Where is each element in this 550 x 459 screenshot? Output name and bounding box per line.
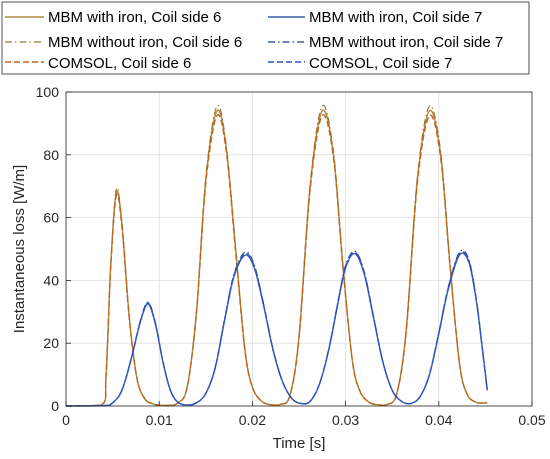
y-tick-label: 0	[51, 398, 59, 414]
x-axis: 0 0.01 0.02 0.03 0.04 0.05	[62, 401, 546, 428]
legend-label: COMSOL, Coil side 7	[309, 55, 452, 72]
x-tick-label: 0.05	[518, 412, 545, 428]
legend-entry-mbm-no-iron-coil7: MBM without iron, Coil side 7	[268, 34, 503, 51]
y-tick-label: 40	[43, 272, 59, 288]
series-layer	[65, 104, 488, 407]
y-tick-label: 20	[43, 335, 59, 351]
legend-label: MBM with iron, Coil side 6	[48, 9, 221, 26]
legend: MBM with iron, Coil side 6 MBM without i…	[1, 1, 530, 75]
legend-entry-mbm-iron-coil6: MBM with iron, Coil side 6	[5, 9, 221, 26]
y-tick-label: 80	[43, 147, 59, 163]
legend-entry-comsol-coil6: COMSOL, Coil side 6	[5, 55, 191, 72]
legend-entry-mbm-iron-coil7: MBM with iron, Coil side 7	[268, 9, 482, 26]
x-tick-label: 0	[62, 412, 70, 428]
legend-label: MBM with iron, Coil side 7	[309, 9, 482, 26]
legend-frame	[1, 1, 530, 75]
x-tick-label: 0.02	[239, 412, 266, 428]
plot-area	[66, 92, 532, 406]
legend-label: COMSOL, Coil side 6	[48, 55, 191, 72]
y-tick-label: 60	[43, 210, 59, 226]
legend-entry-comsol-coil7: COMSOL, Coil side 7	[268, 55, 452, 72]
x-axis-label: Time [s]	[273, 435, 326, 452]
y-tick-label: 100	[36, 84, 60, 100]
y-axis: 0 20 40 60 80 100	[36, 84, 71, 414]
x-tick-label: 0.03	[332, 412, 359, 428]
y-axis-label: Instantaneous loss [W/m]	[11, 165, 28, 333]
plot-frame	[65, 91, 533, 407]
series-line-4	[65, 249, 488, 407]
x-tick-label: 0.04	[425, 412, 452, 428]
legend-label: MBM without iron, Coil side 7	[309, 34, 503, 51]
series-line-2	[65, 113, 488, 407]
series-line-5	[65, 251, 488, 407]
legend-label: MBM without iron, Coil side 6	[48, 34, 242, 51]
x-tick-label: 0.01	[146, 412, 173, 428]
legend-entry-mbm-no-iron-coil6: MBM without iron, Coil side 6	[5, 34, 242, 51]
